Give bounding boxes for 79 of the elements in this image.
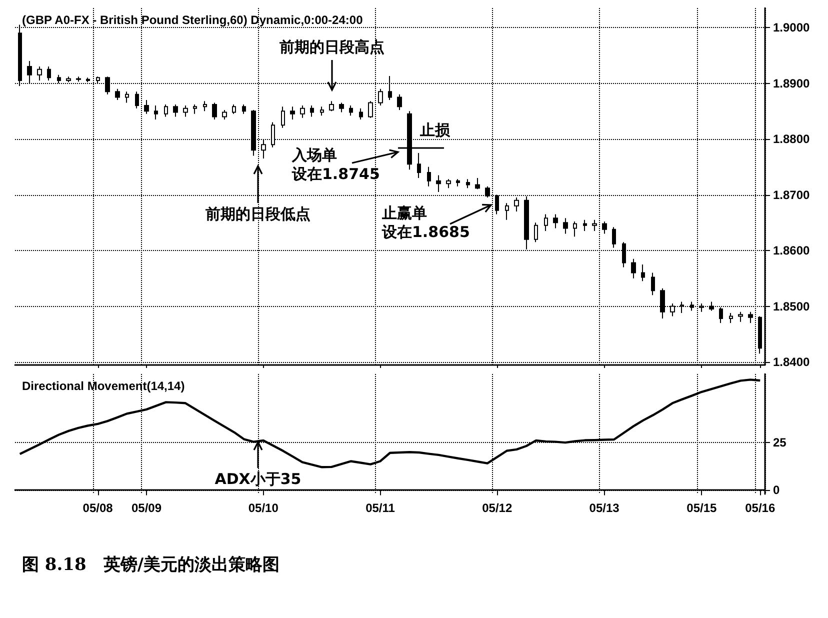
annotation: 止赢单设在1.8685 bbox=[382, 204, 470, 242]
candlestick bbox=[553, 214, 558, 229]
candlestick bbox=[290, 106, 295, 120]
candlestick bbox=[505, 202, 509, 220]
candlestick bbox=[232, 104, 236, 114]
chart-title: Directional Movement(14,14) bbox=[22, 379, 185, 393]
y-tick-label: 1.8900 bbox=[773, 76, 810, 90]
y-tick-label: 1.8500 bbox=[773, 299, 810, 314]
candlestick bbox=[193, 104, 197, 114]
candlestick bbox=[436, 174, 441, 192]
y-tick-label: 1.8700 bbox=[773, 188, 810, 202]
candlestick bbox=[446, 178, 451, 189]
candlestick bbox=[612, 226, 616, 248]
annotation: 前期的日段低点 bbox=[206, 205, 310, 224]
candlestick bbox=[183, 105, 188, 118]
candlestick bbox=[524, 196, 529, 250]
candlestick bbox=[738, 311, 743, 322]
candlestick bbox=[164, 104, 168, 118]
x-tick-label: 05/15 bbox=[686, 501, 718, 515]
candlestick bbox=[427, 166, 431, 187]
y-tick-label: 25 bbox=[773, 436, 787, 450]
candlestick bbox=[76, 76, 81, 82]
x-tick-label: 05/08 bbox=[82, 501, 114, 515]
candlestick bbox=[349, 105, 353, 116]
x-tick-label: 05/11 bbox=[366, 501, 396, 515]
candlestick bbox=[135, 91, 139, 109]
candlestick bbox=[514, 197, 519, 212]
y-tick-label: 1.9000 bbox=[773, 20, 810, 35]
candlestick bbox=[475, 178, 480, 190]
candlestick bbox=[242, 104, 246, 114]
candlestick bbox=[115, 88, 120, 100]
candlestick bbox=[544, 214, 548, 232]
candlestick bbox=[573, 221, 577, 238]
candlestick bbox=[125, 91, 129, 104]
x-tick-label: 05/13 bbox=[589, 501, 620, 515]
candlestick bbox=[173, 104, 178, 118]
candlestick bbox=[456, 178, 460, 187]
y-tick-label: 1.8600 bbox=[773, 244, 810, 258]
candlestick bbox=[339, 102, 344, 113]
candlestick bbox=[66, 76, 71, 83]
candlestick bbox=[563, 218, 568, 234]
y-tick-label: 0 bbox=[773, 483, 780, 498]
annotation: 入场单设在1.8745 bbox=[292, 146, 380, 184]
x-tick-label: 05/16 bbox=[745, 501, 776, 515]
candlestick bbox=[368, 100, 373, 118]
candlestick bbox=[144, 99, 149, 114]
candlestick bbox=[417, 152, 421, 179]
candlestick bbox=[592, 219, 597, 232]
candlestick bbox=[329, 100, 334, 112]
caption: 图 8.18 英镑/美元的淡出策略图 bbox=[22, 554, 280, 576]
candlestick bbox=[583, 219, 587, 232]
candlestick bbox=[397, 94, 402, 111]
x-tick-label: 05/12 bbox=[482, 501, 512, 515]
annotation: 止损 bbox=[420, 121, 450, 140]
y-tick-label: 1.8400 bbox=[773, 355, 810, 369]
candlestick bbox=[378, 88, 383, 106]
candlestick bbox=[47, 66, 51, 81]
candlestick bbox=[534, 222, 538, 243]
candlestick bbox=[729, 312, 733, 324]
candlestick bbox=[310, 105, 314, 118]
candlestick bbox=[641, 264, 645, 282]
candlestick bbox=[300, 105, 305, 118]
x-tick-label: 05/10 bbox=[248, 501, 279, 515]
candlestick bbox=[154, 105, 158, 120]
candlestick bbox=[320, 106, 324, 116]
candlestick bbox=[602, 221, 607, 234]
candlestick bbox=[651, 272, 655, 296]
candlestick bbox=[212, 102, 217, 120]
candlestick bbox=[748, 311, 753, 324]
y-tick-label: 1.8800 bbox=[773, 132, 810, 146]
candlestick bbox=[37, 66, 42, 81]
x-tick-label: 05/09 bbox=[131, 501, 162, 515]
candlestick bbox=[281, 106, 285, 128]
candlestick bbox=[222, 110, 227, 120]
candlestick bbox=[758, 316, 762, 354]
candlestick bbox=[203, 100, 207, 112]
candlestick bbox=[359, 108, 363, 120]
candlestick bbox=[631, 258, 636, 279]
candlestick bbox=[466, 178, 470, 189]
